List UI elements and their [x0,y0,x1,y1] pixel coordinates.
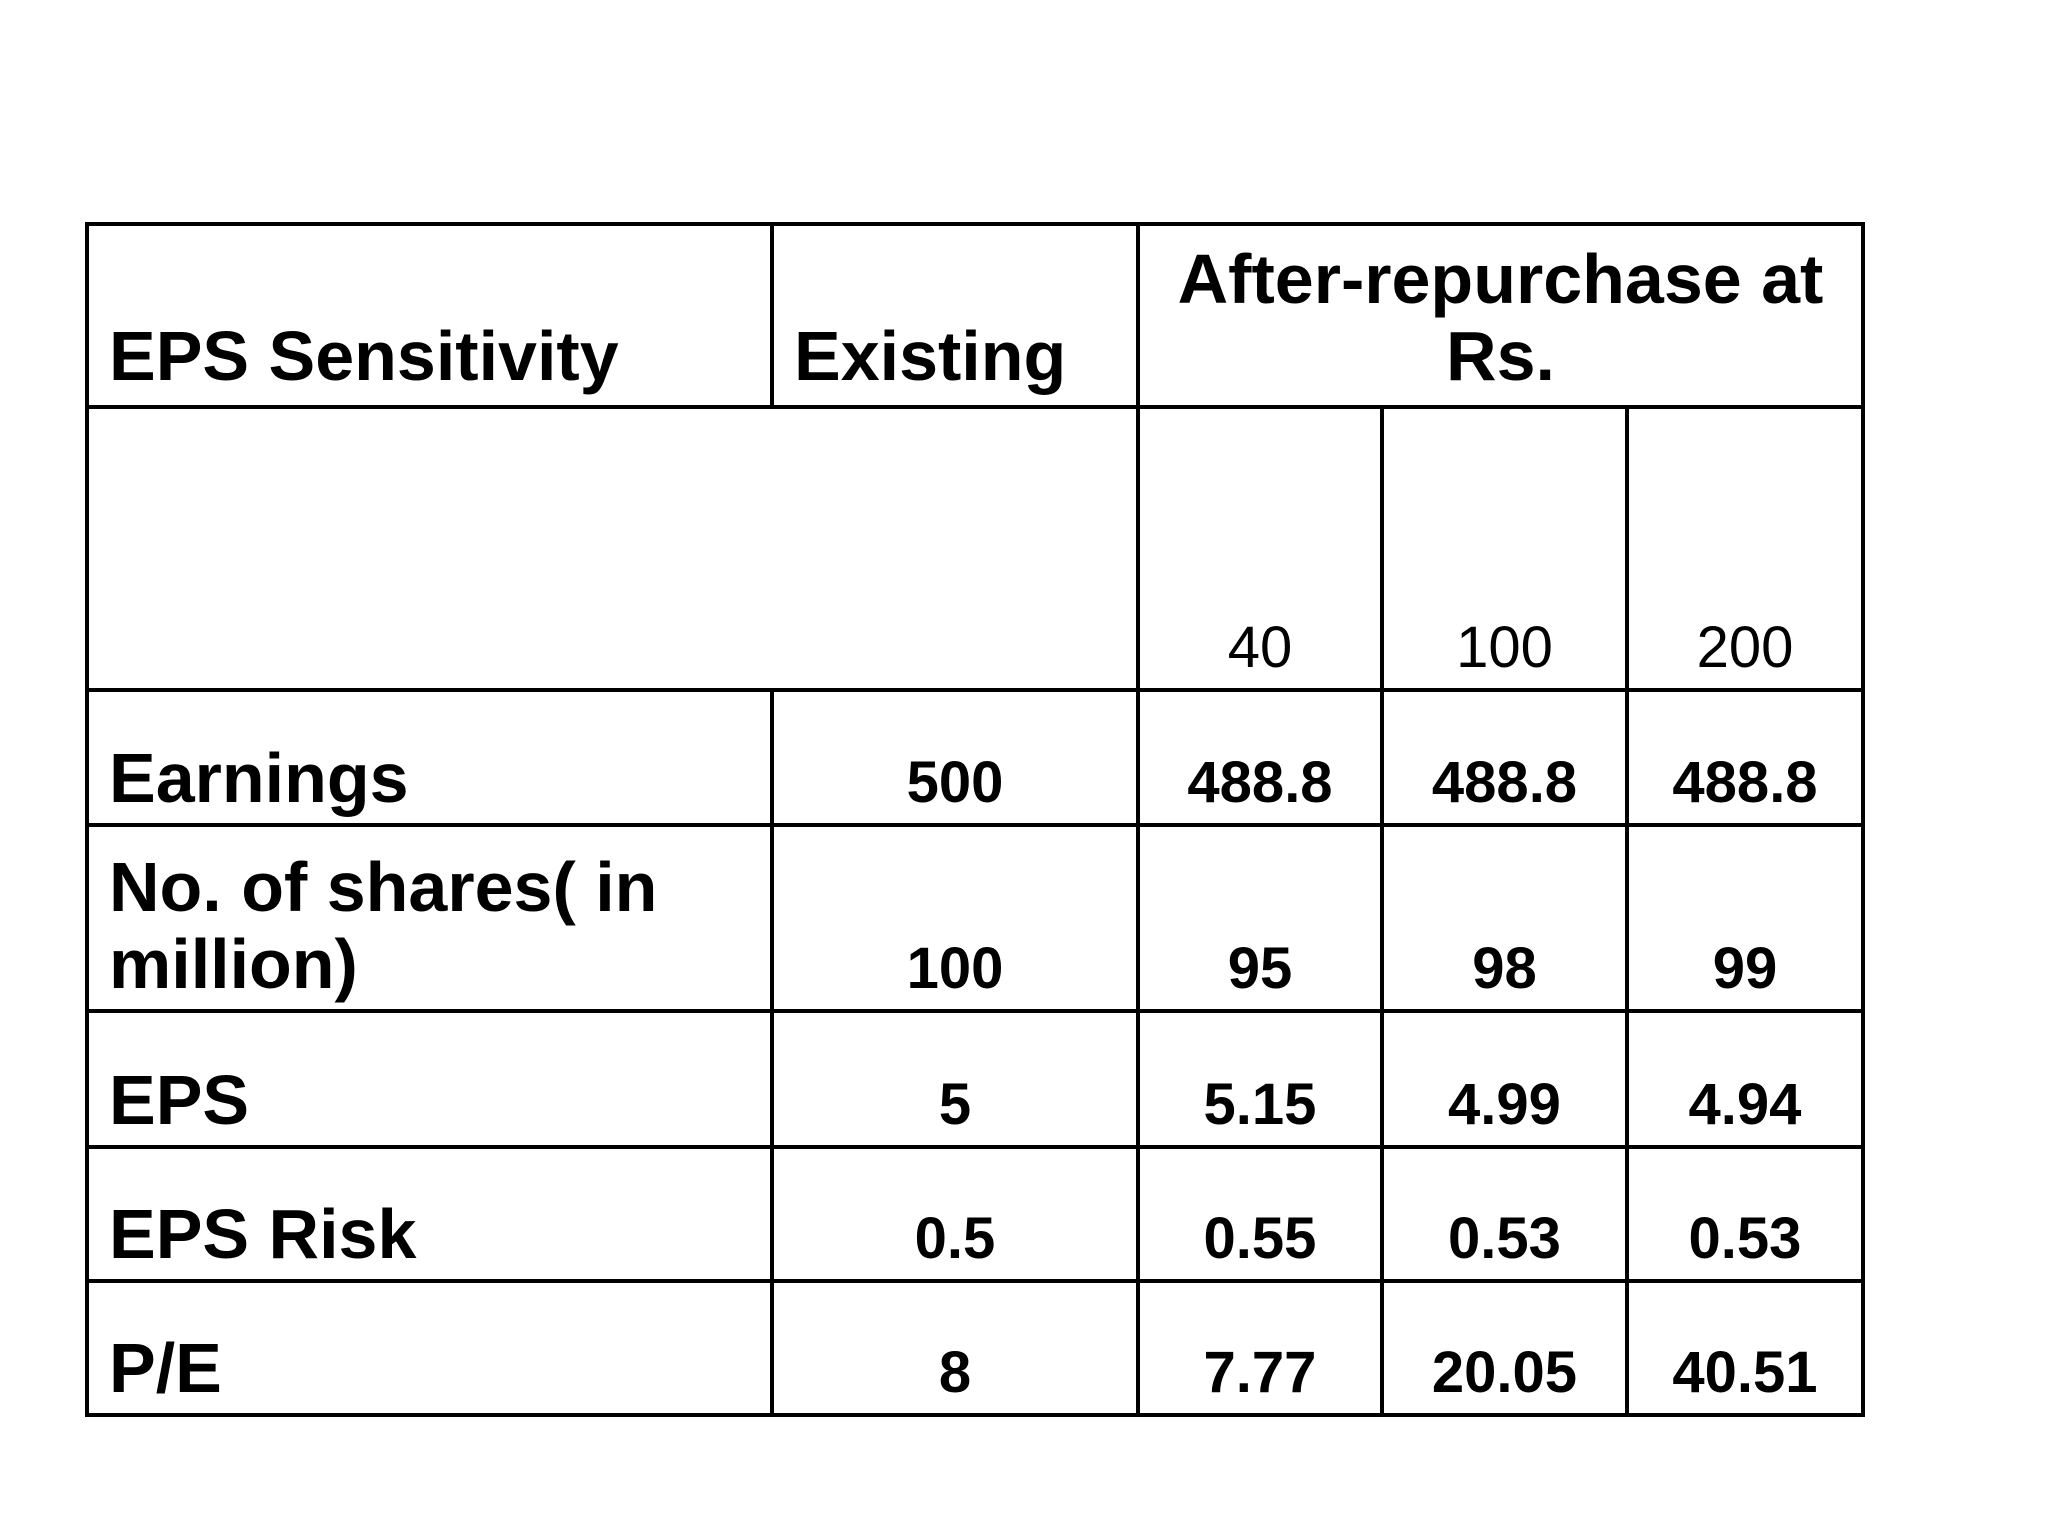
cell-existing: 5 [770,1009,1140,1149]
table-row-eps-risk: EPS Risk 0.5 0.55 0.53 0.53 [85,1145,1865,1283]
cell-at-200: 4.94 [1625,1009,1865,1149]
price-subheader-row: 40 100 200 [85,405,1865,692]
row-label: EPS Risk [85,1145,774,1283]
cell-at-100: 98 [1380,823,1629,1013]
header-eps-sensitivity: EPS Sensitivity [85,222,774,409]
cell-at-40: 95 [1136,823,1384,1013]
cell-at-100: 20.05 [1380,1279,1629,1417]
cell-at-40: 5.15 [1136,1009,1384,1149]
table-row-pe: P/E 8 7.77 20.05 40.51 [85,1279,1865,1417]
cell-existing: 500 [770,688,1140,827]
eps-sensitivity-table: EPS Sensitivity Existing After-repurchas… [85,222,1865,1417]
cell-at-100: 488.8 [1380,688,1629,827]
cell-at-100: 0.53 [1380,1145,1629,1283]
cell-at-200: 40.51 [1625,1279,1865,1417]
row-label: EPS [85,1009,774,1149]
subheader-empty-cell [85,405,1140,692]
cell-at-40: 0.55 [1136,1145,1384,1283]
row-label: P/E [85,1279,774,1417]
header-row: EPS Sensitivity Existing After-repurchas… [85,222,1865,409]
row-label: Earnings [85,688,774,827]
table-row-earnings: Earnings 500 488.8 488.8 488.8 [85,688,1865,827]
subheader-price-100: 100 [1380,405,1629,692]
cell-at-200: 488.8 [1625,688,1865,827]
cell-at-40: 488.8 [1136,688,1384,827]
cell-existing: 100 [770,823,1140,1013]
cell-at-40: 7.77 [1136,1279,1384,1417]
cell-existing: 8 [770,1279,1140,1417]
header-after-repurchase: After-repurchase at Rs. [1136,222,1865,409]
table-row-shares: No. of shares( in million) 100 95 98 99 [85,823,1865,1013]
table-row-eps: EPS 5 5.15 4.99 4.94 [85,1009,1865,1149]
cell-at-200: 0.53 [1625,1145,1865,1283]
row-label: No. of shares( in million) [85,823,774,1013]
cell-at-100: 4.99 [1380,1009,1629,1149]
cell-existing: 0.5 [770,1145,1140,1283]
header-existing: Existing [770,222,1140,409]
subheader-price-40: 40 [1136,405,1384,692]
subheader-price-200: 200 [1625,405,1865,692]
cell-at-200: 99 [1625,823,1865,1013]
header-after-repurchase-text: After-repurchase at Rs. [1177,240,1824,395]
